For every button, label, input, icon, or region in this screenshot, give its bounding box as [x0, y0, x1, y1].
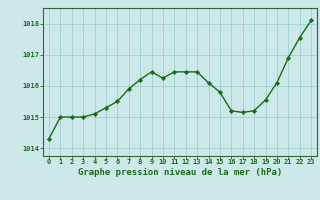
X-axis label: Graphe pression niveau de la mer (hPa): Graphe pression niveau de la mer (hPa) — [78, 168, 282, 177]
